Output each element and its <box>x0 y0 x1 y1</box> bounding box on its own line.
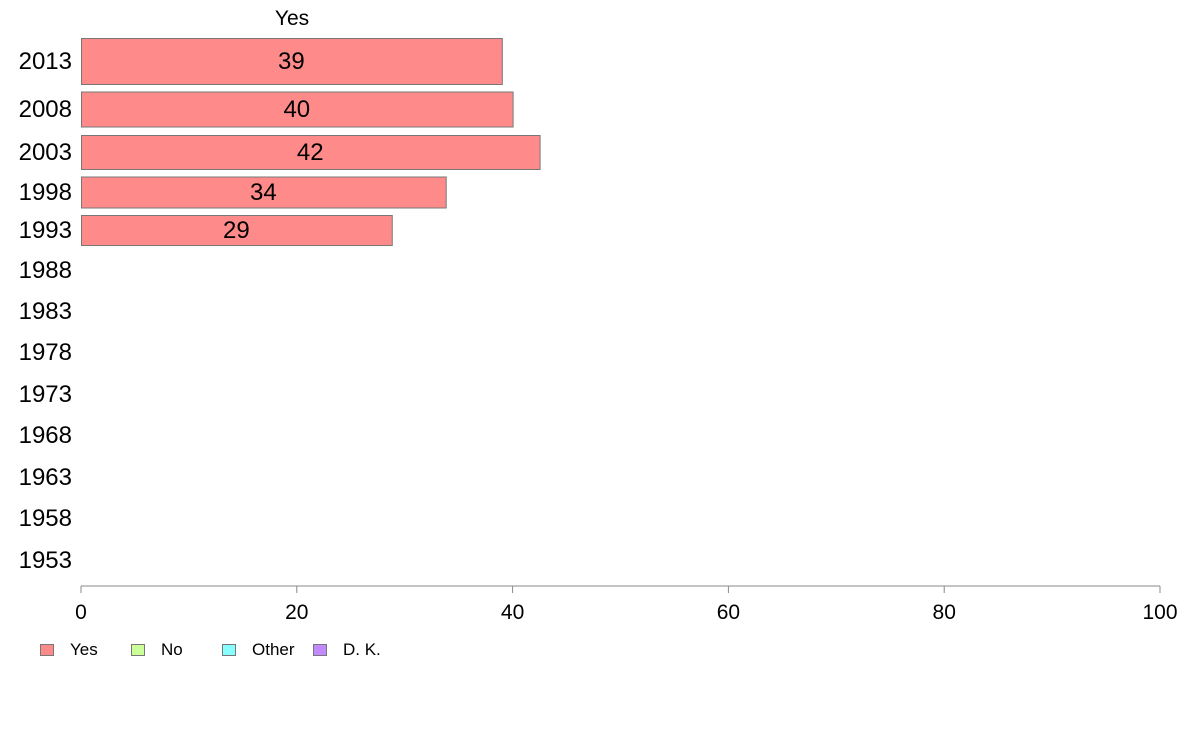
bars-group <box>81 38 541 246</box>
bar-2003 <box>81 135 541 170</box>
bar-1993 <box>81 215 393 246</box>
y-tick-label-1968: 1968 <box>19 422 72 449</box>
x-tick-label-80: 80 <box>933 601 956 624</box>
bar-chart: Yes 2013 2008 2003 1998 1993 1988 1983 1978 1973… <box>19 7 1178 624</box>
legend-swatch-yes <box>40 644 54 656</box>
legend-label-dk: D. K. <box>343 640 381 659</box>
data-label-1998: 34 <box>250 179 277 206</box>
legend-swatch-dk <box>313 644 327 656</box>
bar-2008 <box>81 91 514 128</box>
bar-1998 <box>81 176 447 209</box>
y-tick-label-1958: 1958 <box>19 505 72 532</box>
data-label-2003: 42 <box>297 139 324 166</box>
bar-2013 <box>81 38 503 85</box>
x-tick-label-0: 0 <box>75 601 87 624</box>
y-tick-label-2003: 2003 <box>19 139 72 166</box>
x-axis: 0 20 40 60 80 100 <box>75 585 1178 624</box>
y-tick-label-1993: 1993 <box>19 217 72 244</box>
y-tick-label-1988: 1988 <box>19 257 72 284</box>
legend-label-other: Other <box>252 640 295 659</box>
legend-label-no: No <box>161 640 183 659</box>
y-tick-label-1953: 1953 <box>19 547 72 574</box>
data-label-2008: 40 <box>283 96 310 123</box>
y-tick-label-1973: 1973 <box>19 381 72 408</box>
x-tick-label-60: 60 <box>717 601 740 624</box>
data-label-1993: 29 <box>223 217 250 244</box>
y-tick-label-1978: 1978 <box>19 339 72 366</box>
y-tick-label-1983: 1983 <box>19 298 72 325</box>
data-label-2013: 39 <box>278 48 305 75</box>
y-tick-label-2013: 2013 <box>19 48 72 75</box>
legend-label-yes: Yes <box>70 640 98 659</box>
x-tick-label-100: 100 <box>1142 601 1177 624</box>
chart-title: Yes <box>275 7 309 30</box>
y-tick-label-1998: 1998 <box>19 179 72 206</box>
x-tick-label-20: 20 <box>285 601 308 624</box>
y-tick-label-1963: 1963 <box>19 464 72 491</box>
y-tick-label-2008: 2008 <box>19 96 72 123</box>
legend-swatch-no <box>131 644 145 656</box>
y-axis-labels: 2013 2008 2003 1998 1993 1988 1983 1978 1973 1968… <box>19 48 72 574</box>
legend-swatch-other <box>222 644 236 656</box>
x-tick-label-40: 40 <box>501 601 524 624</box>
